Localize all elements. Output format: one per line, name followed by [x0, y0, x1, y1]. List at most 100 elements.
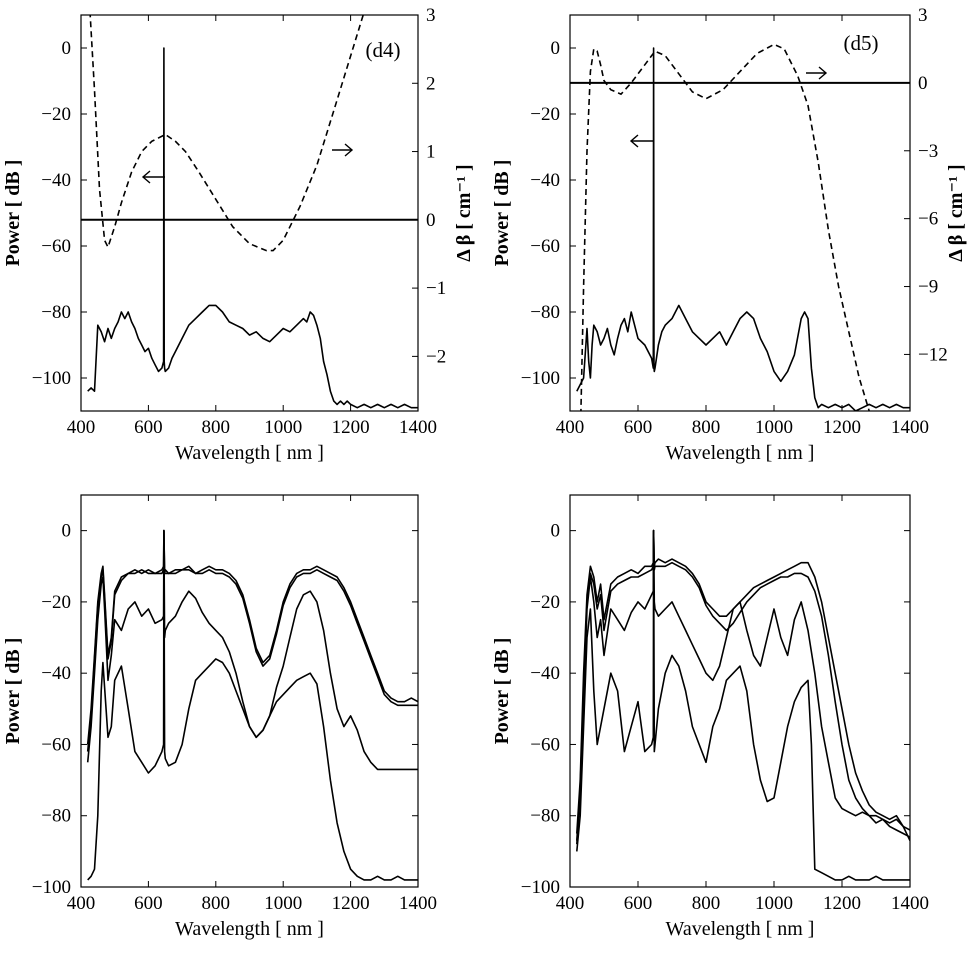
- y2-tick-label: −3: [918, 141, 938, 162]
- x-tick-label: 400: [67, 417, 96, 438]
- plot-frame: [80, 14, 419, 412]
- y-tick-label: −60: [530, 236, 560, 257]
- x-tick-label: 600: [134, 417, 163, 438]
- y-axis-label: Power [ dB ]: [2, 638, 24, 745]
- y-axis-label: Power [ dB ]: [491, 638, 513, 745]
- y2-axis-label: Δ β [ cm⁻¹ ]: [945, 164, 967, 261]
- panel-d4: 400 600 800 1000 1200 14000−20−40−60−80−10032…: [2, 5, 475, 464]
- x-tick-label: 1200: [823, 417, 861, 438]
- x-axis-label: Wavelength [ nm ]: [666, 442, 815, 464]
- y2-tick-label: −2: [426, 346, 446, 367]
- y2-axis-label: Δ β [ cm⁻¹ ]: [453, 164, 475, 261]
- y-tick-label: −40: [530, 663, 560, 684]
- x-axis-label: Wavelength [ nm ]: [666, 918, 815, 940]
- x-tick-label: 1000: [264, 893, 302, 914]
- x-tick-label: 1400: [891, 417, 929, 438]
- x-tick-label: 1000: [755, 893, 793, 914]
- spectrum-4-line: [576, 529, 910, 881]
- x-tick-label: 1400: [399, 893, 437, 914]
- series-group: [570, 43, 910, 411]
- y-tick-label: −80: [41, 806, 71, 827]
- x-tick-label: 400: [556, 417, 585, 438]
- x-tick-label: 1400: [891, 893, 929, 914]
- x-axis-label: Wavelength [ nm ]: [175, 918, 324, 940]
- x-tick-label: 400: [556, 893, 585, 914]
- spectrum-4-line: [87, 529, 418, 881]
- series-group: [86, 529, 418, 881]
- spectrum-3-line: [86, 529, 418, 771]
- x-tick-label: 1200: [823, 893, 861, 914]
- spectrum-line: [576, 47, 910, 411]
- phase-mismatch-line: [89, 15, 365, 252]
- y-tick-label: −20: [41, 592, 71, 613]
- panel-bottom-right: 400 600 800 1000 1200 1400 0 −20 −40 −60 −80 −100 Wa…: [491, 494, 929, 940]
- y-tick-label: −20: [41, 104, 71, 125]
- x-tick-label: 800: [692, 417, 721, 438]
- plot-frame: [569, 494, 911, 888]
- arrow-head: [344, 143, 354, 157]
- arrow-head: [629, 134, 639, 148]
- y-tick-label: 0: [551, 521, 561, 542]
- y-tick-label: −100: [32, 877, 71, 898]
- y-tick-label: −40: [530, 170, 560, 191]
- spectrum-1-line: [576, 529, 910, 842]
- y2-tick-label: −6: [918, 209, 938, 230]
- series-group: [81, 15, 418, 409]
- series-group: [576, 529, 910, 881]
- y-tick-label: −40: [41, 170, 71, 191]
- arrow-head: [141, 170, 151, 184]
- y-tick-label: −60: [530, 734, 560, 755]
- y2-tick-label: 3: [426, 5, 436, 26]
- y2-tick-label: 2: [426, 73, 436, 94]
- x-tick-label: 600: [624, 417, 653, 438]
- spectrum-3-line: [576, 529, 910, 845]
- x-tick-label: 1200: [332, 893, 370, 914]
- y2-tick-label: −9: [918, 277, 938, 298]
- plot-frame: [80, 494, 419, 888]
- y-tick-label: −100: [521, 877, 560, 898]
- x-tick-label: 600: [624, 893, 653, 914]
- y-tick-label: −40: [41, 663, 71, 684]
- y2-tick-label: 0: [918, 73, 928, 94]
- plot-frame: [569, 14, 911, 412]
- x-tick-label: 400: [67, 893, 96, 914]
- arrow-head: [818, 66, 828, 80]
- y2-tick-label: 1: [426, 142, 436, 163]
- x-tick-label: 1400: [399, 417, 437, 438]
- x-tick-label: 1000: [264, 417, 302, 438]
- phase-mismatch-line: [580, 43, 871, 411]
- y-tick-label: 0: [62, 38, 72, 59]
- y-tick-label: −20: [530, 104, 560, 125]
- x-tick-label: 800: [692, 893, 721, 914]
- x-tick-label: 800: [202, 417, 231, 438]
- y2-tick-label: −1: [426, 278, 446, 299]
- y-tick-label: 0: [551, 38, 561, 59]
- y-tick-label: −80: [530, 302, 560, 323]
- panel-d5: 400 600 800 1000 1200 1400 0 −20 −40 −60 −80 −100 3 0…: [491, 5, 967, 464]
- x-tick-label: 1000: [755, 417, 793, 438]
- y-tick-label: −100: [32, 368, 71, 389]
- y-tick-label: −60: [41, 236, 71, 257]
- spectrum-1-line: [86, 529, 418, 745]
- y2-tick-label: −12: [918, 344, 948, 365]
- y2-tick-label: 3: [918, 5, 928, 26]
- x-tick-label: 600: [134, 893, 163, 914]
- y-tick-label: −60: [41, 734, 71, 755]
- spectrum-2-line: [576, 529, 910, 841]
- y-tick-label: −80: [530, 806, 560, 827]
- x-tick-label: 800: [202, 893, 231, 914]
- y-tick-label: 0: [62, 521, 72, 542]
- y2-tick-label: 0: [426, 210, 436, 231]
- y-axis-label: Power [ dB ]: [2, 160, 24, 267]
- y-tick-label: −100: [521, 368, 560, 389]
- panel-label: (d4): [366, 38, 401, 62]
- y-tick-label: −20: [530, 592, 560, 613]
- x-tick-label: 1200: [332, 417, 370, 438]
- panel-bottom-left: 400 600 800 1000 1200 1400 0 −20 −40 −60 −80 −100 Wa…: [2, 494, 437, 940]
- panel-label: (d5): [844, 31, 879, 55]
- spectrum-2-line: [86, 529, 418, 752]
- x-axis-label: Wavelength [ nm ]: [175, 442, 324, 464]
- y-axis-label: Power [ dB ]: [491, 160, 513, 267]
- spectrum-line: [87, 47, 418, 409]
